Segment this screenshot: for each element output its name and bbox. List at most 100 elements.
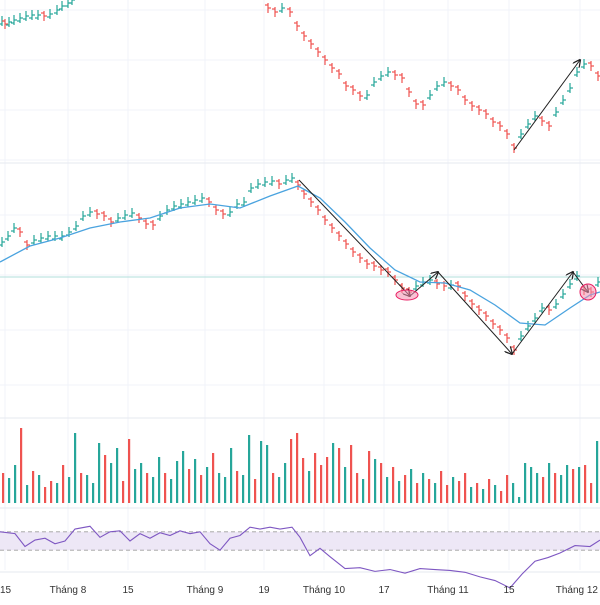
rsi-band bbox=[0, 531, 600, 551]
volume-bar bbox=[350, 445, 353, 503]
volume-bar bbox=[14, 465, 17, 503]
volume-bar bbox=[446, 485, 449, 503]
x-tick-label: Tháng 10 bbox=[303, 585, 346, 596]
volume-bar bbox=[62, 465, 65, 503]
volume-bar bbox=[266, 445, 269, 503]
volume-bar bbox=[194, 459, 197, 503]
volume-bar bbox=[410, 469, 413, 503]
volume-bar bbox=[26, 485, 29, 503]
volume-bar bbox=[386, 477, 389, 503]
volume-bar bbox=[368, 451, 371, 503]
volume-bar bbox=[512, 483, 515, 503]
volume-bar bbox=[290, 439, 293, 503]
volume-bar bbox=[50, 481, 53, 503]
volume-bar bbox=[398, 481, 401, 503]
volume-bar bbox=[320, 465, 323, 503]
volume-bar bbox=[458, 481, 461, 503]
volume-bar bbox=[236, 471, 239, 503]
volume-bar bbox=[248, 435, 251, 503]
volume-bar bbox=[8, 478, 11, 503]
volume-bar bbox=[338, 448, 341, 503]
x-tick-label: 15 bbox=[503, 585, 515, 596]
volume-bar bbox=[146, 473, 149, 503]
x-tick-label: 17 bbox=[378, 585, 390, 596]
volume-bar bbox=[116, 448, 119, 503]
trend-arrow bbox=[437, 271, 512, 354]
volume-bar bbox=[32, 471, 35, 503]
volume-bar bbox=[104, 455, 107, 503]
volume-bar bbox=[356, 473, 359, 503]
volume-bar bbox=[326, 457, 329, 503]
x-tick-label: 15 bbox=[0, 585, 12, 596]
volume-bar bbox=[68, 477, 71, 503]
volume-bar bbox=[440, 471, 443, 503]
volume-bar bbox=[74, 433, 77, 503]
x-tick-label: Tháng 9 bbox=[187, 585, 224, 596]
highlight-ellipse bbox=[395, 289, 419, 301]
volume-bar bbox=[20, 428, 23, 503]
volume-bar bbox=[428, 479, 431, 503]
volume-bar bbox=[56, 483, 59, 503]
volume-bar bbox=[38, 475, 41, 503]
volume-bar bbox=[296, 433, 299, 503]
volume-bar bbox=[548, 463, 551, 503]
volume-bar bbox=[158, 457, 161, 503]
volume-bar bbox=[560, 475, 563, 503]
volume-bar bbox=[260, 441, 263, 503]
volume-bar bbox=[374, 459, 377, 503]
volume-bar bbox=[44, 487, 47, 503]
volume-bar bbox=[278, 477, 281, 503]
volume-bar bbox=[518, 497, 521, 503]
volume-bar bbox=[422, 473, 425, 503]
volume-bar bbox=[416, 483, 419, 503]
volume-bar bbox=[500, 491, 503, 503]
volume-bar bbox=[272, 473, 275, 503]
volume-bar bbox=[482, 489, 485, 503]
volume-bar bbox=[170, 479, 173, 503]
volume-bar bbox=[530, 467, 533, 503]
trend-arrow bbox=[298, 179, 410, 296]
middle-price-panel bbox=[0, 173, 600, 355]
volume-bar bbox=[122, 481, 125, 503]
volume-bar bbox=[554, 473, 557, 503]
volume-bar bbox=[176, 461, 179, 503]
volume-bar bbox=[536, 473, 539, 503]
volume-bar bbox=[212, 453, 215, 503]
volume-bar bbox=[344, 467, 347, 503]
volume-bar bbox=[590, 483, 593, 503]
volume-bar bbox=[380, 463, 383, 503]
volume-bar bbox=[80, 473, 83, 503]
volume-bar bbox=[86, 475, 89, 503]
volume-bar bbox=[404, 475, 407, 503]
volume-bar bbox=[362, 479, 365, 503]
volume-bar bbox=[98, 443, 101, 503]
x-tick-label: Tháng 8 bbox=[50, 585, 87, 596]
volume-bar bbox=[494, 485, 497, 503]
volume-bar bbox=[218, 473, 221, 503]
rsi-line bbox=[0, 525, 600, 589]
volume-panel bbox=[2, 428, 599, 503]
volume-bar bbox=[152, 477, 155, 503]
grid-layer bbox=[0, 0, 600, 573]
volume-bar bbox=[542, 477, 545, 503]
volume-bar bbox=[596, 441, 599, 503]
panel-background-layer bbox=[0, 531, 600, 551]
volume-bar bbox=[566, 465, 569, 503]
x-tick-label: Tháng 12 bbox=[556, 585, 599, 596]
moving-average-line bbox=[0, 185, 600, 326]
volume-bar bbox=[314, 453, 317, 503]
volume-bar bbox=[578, 467, 581, 503]
volume-bar bbox=[332, 443, 335, 503]
trend-arrow bbox=[511, 272, 573, 355]
x-tick-label: Tháng 11 bbox=[427, 585, 469, 596]
volume-bar bbox=[488, 479, 491, 503]
volume-bar bbox=[242, 475, 245, 503]
volume-bar bbox=[200, 475, 203, 503]
x-tick-label: 19 bbox=[258, 585, 270, 596]
volume-bar bbox=[2, 473, 5, 503]
volume-bar bbox=[206, 467, 209, 503]
volume-bar bbox=[464, 473, 467, 503]
volume-bar bbox=[92, 483, 95, 503]
